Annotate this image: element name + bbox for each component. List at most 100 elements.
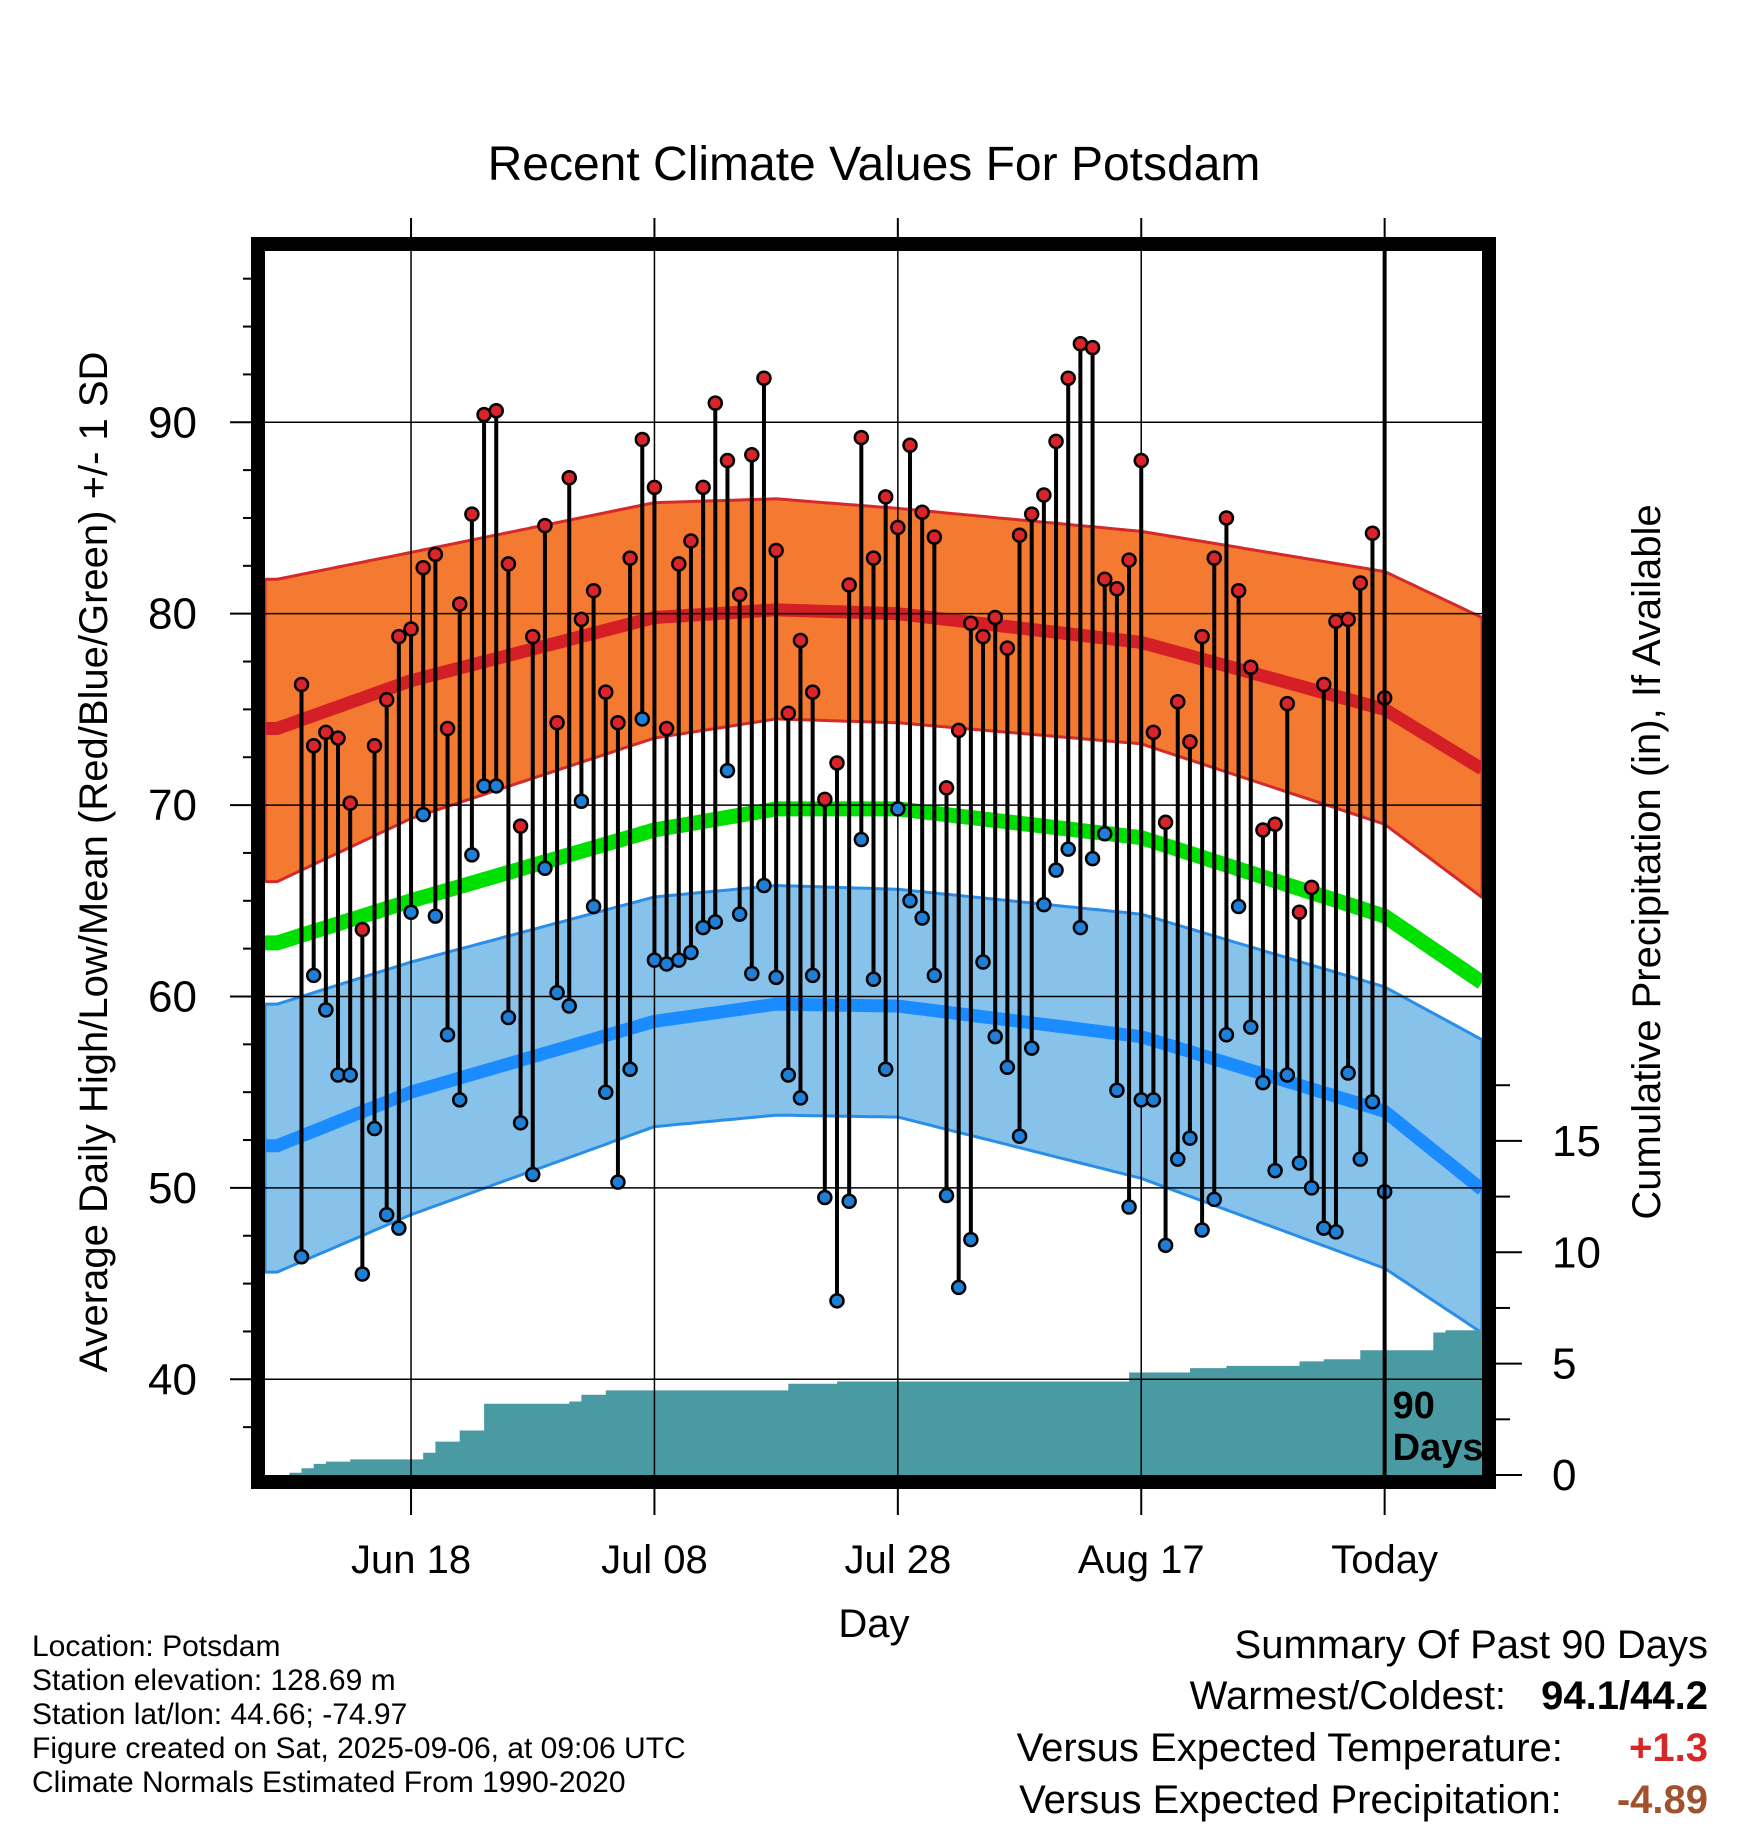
latlon-text: Station lat/lon: 44.66; -74.97 <box>32 1698 408 1731</box>
y-tick-label: 60 <box>148 972 197 1021</box>
high-point <box>427 546 444 563</box>
y2-tick-label: 5 <box>1552 1340 1576 1389</box>
low-point <box>963 1231 979 1248</box>
high-point <box>403 621 419 637</box>
y-axis: 40 50 60 70 80 90 <box>148 277 252 1429</box>
low-point <box>1230 898 1247 915</box>
high-point <box>695 479 711 496</box>
high-point <box>731 586 748 603</box>
summary-panel: Summary Of Past 90 Days Warmest/Coldest:… <box>1017 1620 1708 1826</box>
low-normal-line <box>265 997 1482 1195</box>
low-point <box>354 1266 371 1282</box>
low-point <box>378 1206 395 1223</box>
low-point <box>671 952 687 968</box>
low-point <box>1267 1162 1283 1179</box>
high-point <box>914 504 930 520</box>
high-point <box>829 755 845 771</box>
low-point <box>890 801 906 817</box>
low-point <box>391 1220 407 1236</box>
low-point <box>1206 1191 1223 1208</box>
low-point <box>537 860 553 876</box>
y-tick-label: 90 <box>148 398 197 447</box>
high-point <box>500 556 517 572</box>
high-point <box>598 684 614 700</box>
normals-text: Climate Normals Estimated From 1990-2020 <box>32 1766 626 1799</box>
high-point <box>561 470 577 486</box>
high-point <box>1157 814 1174 831</box>
x-tick-label: Aug 17 <box>1078 1538 1205 1582</box>
low-point <box>877 1061 894 1077</box>
warm-cold-row: Warmest/Coldest: 94.1/44.2 <box>1017 1670 1708 1722</box>
chart-title: Recent Climate Values For Potsdam <box>488 138 1261 191</box>
low-point <box>987 1028 1003 1045</box>
high-point <box>318 724 334 741</box>
high-point <box>549 715 565 731</box>
high-point <box>293 676 310 693</box>
low-point <box>707 914 724 930</box>
low-point <box>1023 1040 1040 1056</box>
low-point <box>731 906 748 922</box>
y2-axis: 0 5 10 15 <box>1496 1084 1601 1500</box>
high-point <box>1243 659 1259 676</box>
low-point <box>1121 1199 1137 1215</box>
high-point <box>1279 695 1296 712</box>
high-point <box>1133 452 1149 469</box>
low-point <box>1157 1237 1174 1254</box>
high-point <box>817 791 833 808</box>
low-point <box>1145 1092 1162 1108</box>
low-point <box>1084 850 1101 867</box>
high-point <box>1303 879 1320 896</box>
low-point <box>853 831 870 848</box>
low-point <box>768 969 784 986</box>
y2-tick-label: 15 <box>1552 1117 1601 1166</box>
low-point <box>1328 1224 1344 1240</box>
low-point <box>366 1120 383 1137</box>
high-point <box>1352 575 1369 591</box>
station-info: Location: Potsdam Station elevation: 128… <box>32 1630 686 1800</box>
high-point <box>1364 525 1381 542</box>
high-point <box>938 780 955 796</box>
high-point <box>853 429 870 446</box>
high-point <box>707 395 724 411</box>
low-point <box>1096 826 1113 842</box>
high-point <box>963 615 979 631</box>
high-point <box>1084 339 1101 356</box>
low-point <box>561 998 577 1014</box>
low-point <box>829 1293 845 1309</box>
high-point <box>366 737 383 754</box>
low-point <box>634 711 651 727</box>
y2-tick-label: 0 <box>1552 1451 1576 1500</box>
low-point <box>1170 1151 1186 1167</box>
high-point <box>585 582 602 599</box>
high-point <box>488 403 504 419</box>
low-point <box>1303 1180 1320 1196</box>
high-point <box>926 529 943 545</box>
precip-value: -4.89 <box>1616 1778 1708 1822</box>
high-point <box>1182 734 1198 750</box>
low-point <box>610 1174 626 1190</box>
low-point <box>1279 1067 1296 1083</box>
low-point <box>1291 1155 1308 1171</box>
high-point <box>671 556 687 572</box>
high-point <box>439 720 456 737</box>
y2-tick-label: 10 <box>1552 1228 1601 1277</box>
high-point <box>537 517 553 534</box>
high-point <box>524 628 541 645</box>
low-point <box>464 847 480 863</box>
low-point <box>1048 862 1064 878</box>
high-point <box>1267 816 1283 832</box>
high-point <box>792 632 809 649</box>
daily-points <box>293 336 1393 1309</box>
high-point <box>622 550 638 566</box>
high-point <box>890 519 906 536</box>
low-point <box>598 1084 614 1100</box>
x-tick-label: Jul 28 <box>844 1538 951 1582</box>
high-point <box>415 559 431 576</box>
low-point <box>865 971 882 988</box>
low-point <box>792 1090 809 1106</box>
low-point <box>1255 1074 1271 1091</box>
high-point <box>1109 581 1125 597</box>
high-point <box>610 715 626 731</box>
high-point <box>1036 487 1052 503</box>
